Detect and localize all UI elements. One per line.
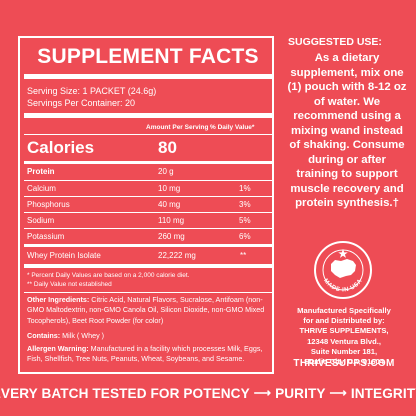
supplement-facts-panel: SUPPLEMENT FACTS Serving Size: 1 PACKET … [18, 36, 274, 374]
banner-potency: EVERY BATCH TESTED FOR POTENCY [0, 385, 250, 401]
thick-rule [24, 264, 272, 268]
nutrient-amount: 10 mg [158, 184, 181, 193]
manufacturer-line: 12348 Ventura Blvd., [307, 336, 381, 346]
made-in-usa-badge-icon: MADE IN USA [313, 240, 373, 300]
daily-value-header: % Daily Value* [210, 124, 255, 131]
manufacturer-info: Manufactured Specifically for and Distri… [282, 306, 406, 367]
manufacturer-line: for and Distributed by: [303, 316, 385, 326]
contains: Contains: Milk ( Whey ) [27, 331, 271, 341]
nutrient-name: Calcium [27, 184, 56, 193]
manufacturer-line: Manufactured Specifically [297, 306, 391, 315]
medium-rule [24, 161, 272, 164]
amount-per-serving-header: Amount Per Serving [146, 124, 209, 131]
bottom-banner: EVERY BATCH TESTED FOR POTENCY ⟶ PURITY … [0, 382, 416, 404]
manufacturer-line: Studio City, CA, 91604 [303, 357, 385, 367]
suggested-use-title: SUGGESTED USE: [288, 36, 382, 48]
supplement-facts-title: SUPPLEMENT FACTS [37, 45, 259, 68]
thick-rule [24, 113, 272, 118]
thin-rule [24, 196, 272, 197]
website: THRIVESUPPS.COM [293, 358, 395, 369]
other-ingredients-text: Citric Acid, Natural Flavors, Sucralose,… [27, 295, 265, 325]
nutrient-name: Potassium [27, 232, 65, 241]
nutrient-dv: 6% [239, 232, 251, 241]
allergen-text: Manufactured in a facility which process… [27, 344, 263, 364]
thin-rule [24, 212, 272, 213]
nutrient-amount: 110 mg [158, 216, 185, 225]
thin-rule [24, 180, 272, 181]
nutrient-amount: 20 g [158, 167, 174, 176]
thin-rule [24, 228, 272, 229]
nutrient-amount: 260 mg [158, 232, 185, 241]
manufacturer-line: THRIVE SUPPLEMENTS, [299, 326, 389, 336]
whey-protein-amount: 22,222 mg [158, 251, 196, 260]
serving-size: Serving Size: 1 PACKET (24.6g) [27, 86, 157, 96]
whey-protein-dv: ** [240, 251, 247, 260]
footnote-daily-value: * Percent Daily Values are based on a 2,… [27, 272, 190, 279]
nutrient-name: Sodium [27, 216, 55, 225]
allergen-label: Allergen Warning: [27, 344, 89, 353]
nutrient-dv: 1% [239, 184, 251, 193]
manufacturer-line: Suite Number 181, [310, 346, 378, 356]
other-ingredients: Other Ingredients: Citric Acid, Natural … [27, 295, 271, 326]
suggested-use-text: As a dietary supplement, mix one (1) pou… [287, 52, 407, 209]
nutrient-dv: 5% [239, 216, 251, 225]
nutrient-dv: 3% [239, 200, 251, 209]
footnote-not-established: ** Daily Value not established [27, 281, 112, 288]
arrow-right-icon: ⟶ [253, 386, 272, 400]
nutrient-name: Phosphorus [27, 200, 70, 209]
other-ingredients-label: Other Ingredients: [27, 295, 90, 304]
nutrient-name: Protein [27, 167, 55, 176]
contains-label: Contains: [27, 331, 61, 340]
whey-protein-name: Whey Protein Isolate [27, 251, 101, 260]
suggested-use-section: SUGGESTED USE: As a dietary supplement, … [286, 36, 408, 211]
svg-text:MADE IN USA: MADE IN USA [322, 278, 364, 294]
banner-integrity: INTEGRITY [350, 385, 416, 401]
contains-text: Milk ( Whey ) [60, 331, 105, 340]
nutrient-amount: 40 mg [158, 200, 181, 209]
medium-rule [24, 244, 272, 247]
thick-rule [24, 74, 272, 79]
allergen-warning: Allergen Warning: Manufactured in a faci… [27, 344, 271, 365]
servings-per-container: Servings Per Container: 20 [27, 98, 136, 108]
arrow-right-icon: ⟶ [329, 386, 347, 400]
calories-label: Calories [27, 138, 95, 157]
badge-text: MADE IN USA [322, 278, 363, 294]
thin-rule [24, 134, 272, 135]
thin-rule [24, 292, 272, 293]
calories-value: 80 [158, 138, 177, 157]
banner-purity: PURITY [275, 385, 326, 401]
